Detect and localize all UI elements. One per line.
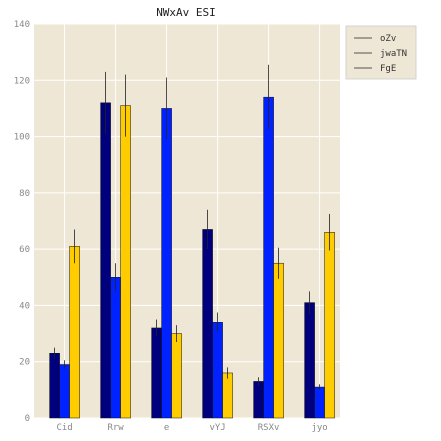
y-tick-label: 100 (14, 133, 30, 143)
x-tick-label: e (164, 423, 169, 433)
chart-title: NWxAv ESI (156, 6, 216, 19)
bar (222, 372, 233, 419)
x-tick-label: jyo (311, 423, 327, 433)
x-tick-label: Rrw (107, 423, 124, 433)
bar (100, 102, 111, 419)
bar (202, 229, 213, 419)
y-tick-label: 60 (19, 245, 30, 255)
bar (324, 232, 335, 419)
bar (49, 353, 60, 419)
y-tick-label: 0 (25, 414, 30, 424)
plot-area (34, 24, 340, 418)
bar (263, 96, 274, 419)
bar (59, 364, 70, 419)
bar (120, 105, 131, 419)
legend-label: jwaTN (380, 49, 407, 59)
y-tick-label: 120 (14, 76, 30, 86)
y-tick-label: 40 (19, 301, 30, 311)
x-tick-label: RSXv (258, 423, 280, 433)
y-tick-label: 80 (19, 189, 30, 199)
legend-box (345, 25, 417, 80)
bar (314, 386, 325, 419)
bar (304, 302, 315, 419)
bar (161, 108, 172, 419)
x-axis: Cid Rrw e vYJ RSXv jyo (56, 423, 327, 433)
x-tick-label: vYJ (209, 423, 225, 433)
legend-label: oZv (380, 34, 396, 44)
y-tick-label: 140 (14, 20, 30, 30)
bar (69, 246, 80, 419)
x-tick-label: Cid (56, 423, 72, 433)
bars (49, 64, 335, 419)
bar (273, 262, 284, 419)
bar (253, 381, 264, 419)
bar (110, 277, 121, 419)
y-tick-label: 20 (19, 358, 30, 368)
legend: oZv jwaTN FgE (345, 25, 417, 80)
bar (212, 322, 223, 419)
bar (151, 327, 162, 419)
bar (171, 333, 182, 419)
y-axis: 0 20 40 60 80 100 120 140 (14, 20, 30, 424)
legend-label: FgE (380, 64, 396, 74)
